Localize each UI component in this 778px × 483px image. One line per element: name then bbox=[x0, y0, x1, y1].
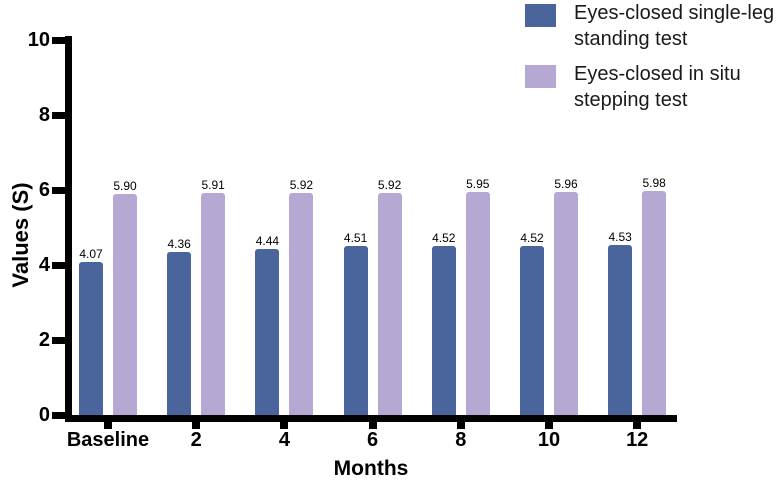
legend-label: Eyes-closed in situ stepping test bbox=[574, 63, 741, 111]
bar-value-label: 5.96 bbox=[554, 176, 578, 191]
bar bbox=[255, 248, 280, 415]
bar bbox=[343, 245, 368, 415]
bar bbox=[554, 191, 578, 415]
bar-value-label: 4.51 bbox=[343, 230, 368, 245]
x-tick bbox=[368, 415, 377, 429]
y-tick bbox=[52, 111, 66, 119]
y-tick-label: 0 bbox=[38, 404, 50, 426]
x-tick bbox=[104, 415, 112, 429]
x-tick-label: 12 bbox=[626, 429, 649, 451]
bar-value-label: 4.53 bbox=[608, 230, 632, 245]
bar-value-label: 4.36 bbox=[167, 236, 191, 251]
bar bbox=[642, 190, 667, 415]
bar bbox=[608, 245, 633, 415]
legend-entry: Eyes-closed in situ stepping test bbox=[525, 61, 778, 113]
bar bbox=[520, 245, 544, 415]
legend-swatch-icon bbox=[525, 65, 556, 88]
legend-label: Eyes-closed single-leg standing test bbox=[574, 2, 775, 50]
y-tick bbox=[52, 36, 66, 44]
y-axis-title: Values (S) bbox=[8, 182, 33, 288]
bar bbox=[465, 191, 490, 415]
x-tick-label: Baseline bbox=[66, 429, 150, 451]
legend-swatch-icon bbox=[525, 4, 556, 27]
bar bbox=[377, 193, 402, 415]
y-tick bbox=[52, 336, 66, 344]
bar bbox=[113, 193, 137, 415]
bar-value-label: 5.90 bbox=[113, 178, 137, 193]
legend: Eyes-closed single-leg standing test Eyes… bbox=[525, 0, 778, 122]
bar-value-label: 4.44 bbox=[255, 233, 280, 248]
x-tick-label: 6 bbox=[367, 429, 379, 451]
x-tick-label: 10 bbox=[537, 429, 561, 451]
x-tick bbox=[192, 415, 201, 429]
bar bbox=[167, 251, 192, 415]
y-tick bbox=[52, 411, 66, 419]
y-tick bbox=[52, 186, 66, 194]
bar-value-label: 4.52 bbox=[432, 230, 456, 245]
y-tick-label: 2 bbox=[38, 329, 50, 351]
x-tick bbox=[280, 415, 289, 429]
x-tick bbox=[456, 415, 465, 429]
bar bbox=[431, 245, 456, 415]
y-tick bbox=[52, 261, 66, 269]
bar-value-label: 5.92 bbox=[377, 178, 402, 192]
y-axis-line bbox=[65, 36, 72, 422]
x-tick-label: 4 bbox=[278, 429, 290, 451]
bar bbox=[79, 262, 103, 415]
bar bbox=[201, 193, 226, 415]
y-tick-label: 8 bbox=[38, 104, 50, 126]
x-tick-label: 8 bbox=[455, 429, 467, 451]
bar-value-label: 5.91 bbox=[201, 178, 225, 193]
bar-value-label: 5.98 bbox=[642, 175, 666, 190]
legend-entry: Eyes-closed single-leg standing test bbox=[525, 0, 778, 52]
y-tick-label: 6 bbox=[38, 179, 50, 201]
x-tick bbox=[633, 415, 642, 429]
y-tick-label: 10 bbox=[27, 29, 50, 51]
bar-value-label: 5.95 bbox=[466, 176, 490, 191]
x-tick bbox=[545, 415, 553, 429]
bar-value-label: 5.92 bbox=[289, 178, 314, 192]
bar-value-label: 4.07 bbox=[79, 247, 103, 262]
x-axis-title: Months bbox=[333, 457, 409, 480]
x-tick-label: 2 bbox=[190, 429, 202, 451]
bar-value-label: 4.52 bbox=[520, 230, 544, 245]
y-tick-label: 4 bbox=[38, 254, 50, 276]
bar bbox=[289, 193, 314, 415]
